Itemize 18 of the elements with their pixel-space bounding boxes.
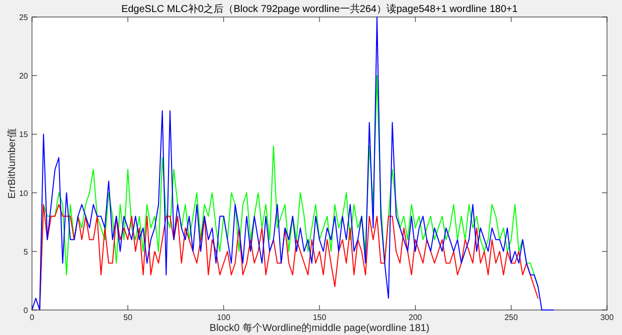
y-tick-label: 10 xyxy=(19,188,29,198)
x-tick-label: 300 xyxy=(600,313,614,322)
x-tick-label: 100 xyxy=(216,313,231,322)
y-axis-title: ErrBitNumber值 xyxy=(7,128,18,199)
x-axis-title: Block0 每个Wordline的middle page(wordline 181) xyxy=(210,322,430,334)
x-tick-label: 50 xyxy=(123,313,133,322)
y-tick-label: 0 xyxy=(24,306,29,315)
chart-title: EdgeSLC MLC补0之后（Block 792page wordline一共264）读page548+1 wordline 180+1 xyxy=(121,3,518,15)
y-tick-label: 20 xyxy=(19,72,29,81)
line-series xyxy=(39,204,538,310)
x-tick-label: 200 xyxy=(408,313,423,322)
x-tick-label: 0 xyxy=(30,313,35,322)
y-tick-label: 15 xyxy=(19,130,29,140)
x-tick-label: 150 xyxy=(312,313,327,322)
y-tick-label: 25 xyxy=(19,13,29,22)
x-tick-label: 250 xyxy=(504,313,518,322)
line-series xyxy=(32,16,554,310)
y-tick-label: 5 xyxy=(24,247,29,256)
